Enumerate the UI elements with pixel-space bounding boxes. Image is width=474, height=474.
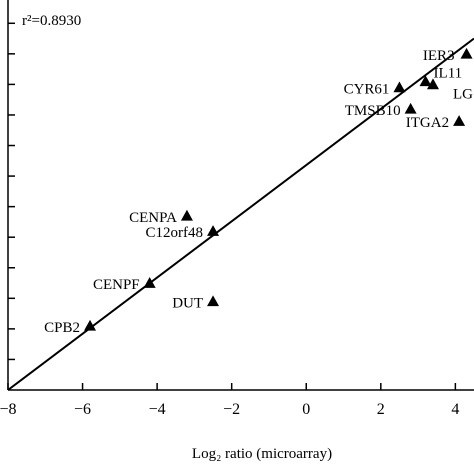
x-tick-label: −2	[223, 401, 240, 418]
data-point-label: CENPF	[93, 277, 140, 293]
data-point-triangle	[393, 81, 406, 93]
data-point-label: DUT	[172, 295, 203, 311]
x-tick-label: −8	[0, 401, 17, 418]
data-point-label: CENPA	[129, 210, 177, 226]
y-ticks	[8, 22, 15, 361]
data-point-triangle	[453, 115, 466, 126]
data-point-label: C12orf48	[146, 225, 204, 241]
data-point-triangle	[180, 209, 193, 221]
data-point-label: ITGA2	[406, 115, 449, 131]
data-point-triangle	[460, 47, 473, 59]
data-point-triangle	[143, 277, 156, 288]
data-point-triangle	[426, 78, 439, 90]
data-point-label: CYR61	[344, 81, 390, 97]
axes: −8 −6 −4 −2 0 2 4	[0, 0, 474, 418]
data-point-triangle	[419, 75, 432, 87]
r-squared-annotation: r²=0.8930	[22, 13, 81, 29]
x-tick-label: 0	[302, 401, 310, 418]
data-point-label: IL11	[434, 65, 463, 81]
x-ticks: −8 −6 −4 −2 0 2 4	[0, 383, 459, 418]
x-tick-label: −4	[149, 401, 166, 418]
data-point-label: TMSB10	[345, 103, 401, 119]
data-point-triangle	[207, 295, 220, 307]
x-tick-label: 2	[377, 401, 385, 418]
data-point-label: LG	[453, 86, 473, 102]
data-point-triangle	[207, 225, 220, 236]
regression-line	[7, 37, 474, 391]
data-point-triangle	[404, 102, 417, 114]
x-axis-title: Log₂ ratio (microarray)	[192, 446, 332, 462]
x-tick-label: −6	[74, 401, 91, 418]
data-point-label: IER3	[423, 48, 455, 64]
data-point-label: CPB2	[44, 320, 80, 336]
x-tick-label: 4	[451, 401, 459, 418]
data-point-triangle	[84, 319, 97, 331]
